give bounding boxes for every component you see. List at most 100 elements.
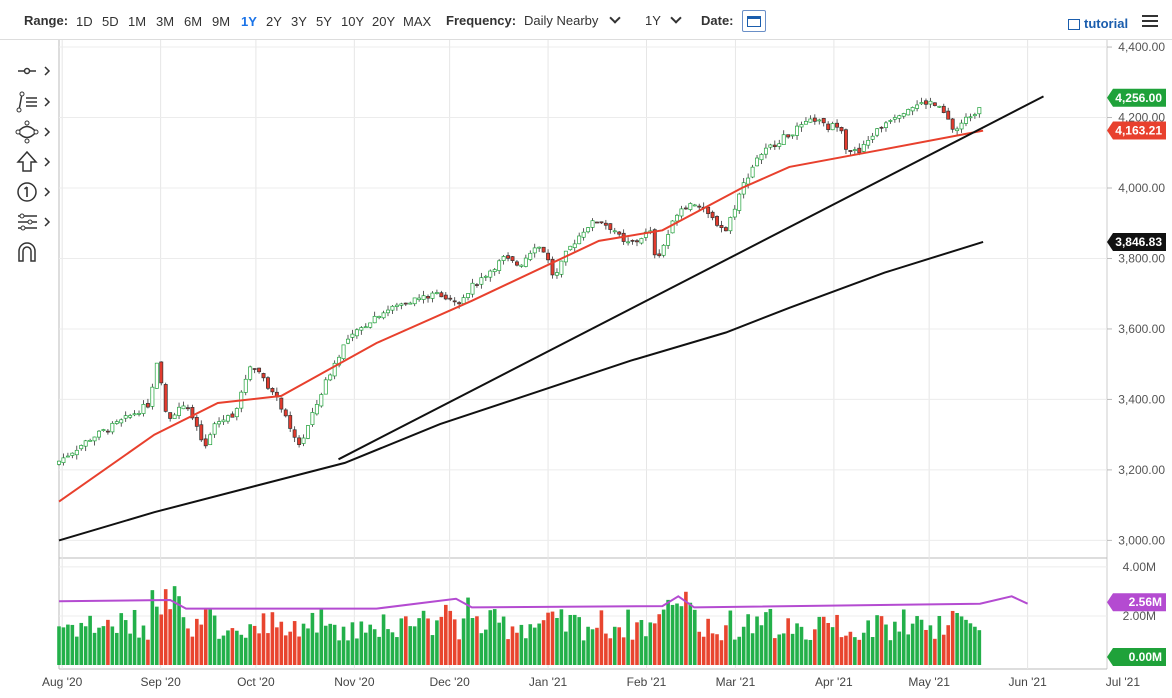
volume-bar: [328, 623, 333, 665]
volume-bar: [315, 632, 319, 665]
volume-bar: [128, 633, 132, 665]
volume-bar: [928, 625, 933, 665]
range-5d-button[interactable]: 5D: [102, 14, 119, 29]
volume-bar: [626, 609, 630, 665]
volume-bar: [217, 638, 221, 665]
shape-icon: [15, 120, 51, 144]
volume-bar: [439, 616, 444, 665]
calendar-icon[interactable]: [742, 10, 766, 32]
price-tick-label: 3,400.00: [1118, 392, 1165, 406]
range-3m-button[interactable]: 3M: [156, 14, 175, 29]
volume-bar: [368, 624, 373, 665]
range-20y-button[interactable]: 20Y: [372, 14, 396, 29]
range-10y-button[interactable]: 10Y: [341, 14, 365, 29]
candle-body: [350, 333, 355, 338]
candle-body: [239, 391, 244, 409]
range-3y-button[interactable]: 3Y: [291, 14, 307, 29]
volume-bar: [915, 616, 919, 665]
candle-body: [599, 221, 604, 224]
range-6m-button[interactable]: 6M: [184, 14, 203, 29]
candle-body: [403, 302, 408, 305]
candle-body: [812, 117, 817, 122]
candle-body: [946, 110, 951, 120]
range-1m-button[interactable]: 1M: [128, 14, 147, 29]
candle-body: [497, 260, 502, 271]
period-chevron-icon[interactable]: [670, 12, 682, 24]
volume-bar: [764, 612, 768, 665]
volume-bar: [221, 635, 226, 665]
candle-body: [332, 362, 337, 377]
candle-body: [145, 402, 150, 408]
candle-body: [861, 143, 866, 152]
range-2y-button[interactable]: 2Y: [266, 14, 282, 29]
candle-body: [786, 134, 791, 138]
candle-body: [746, 177, 751, 185]
volume-bar: [564, 631, 568, 665]
menu-icon[interactable]: [1142, 15, 1158, 27]
volume-bar: [488, 610, 493, 665]
circled-one-icon: [17, 182, 51, 202]
volume-bar: [959, 616, 964, 665]
tutorial-link[interactable]: tutorial: [1084, 16, 1129, 31]
magnet-tool[interactable]: [14, 240, 54, 266]
candle-body: [692, 204, 697, 207]
candle-body: [541, 246, 546, 253]
volume-bar: [893, 621, 897, 665]
volume-bar: [270, 612, 275, 665]
candle-body: [661, 244, 666, 256]
candle-body: [288, 415, 293, 429]
counter-tool[interactable]: [14, 180, 54, 206]
volume-bar: [417, 618, 421, 665]
range-1y-button[interactable]: 1Y: [241, 14, 257, 29]
candle-body: [719, 225, 724, 229]
candle-body: [652, 229, 657, 256]
volume-bar: [968, 623, 973, 665]
volume-bar: [817, 616, 822, 665]
candle-body: [386, 309, 390, 314]
volume-bar: [630, 639, 635, 665]
frequency-chevron-icon[interactable]: [609, 12, 621, 24]
volume-tick-label: 2.00M: [1123, 609, 1156, 623]
range-1d-button[interactable]: 1D: [76, 14, 93, 29]
candle-body: [608, 223, 613, 230]
price-tick-label: 4,000.00: [1118, 181, 1165, 195]
range-5y-button[interactable]: 5Y: [316, 14, 332, 29]
volume-bar: [577, 617, 581, 665]
candle-body: [492, 269, 497, 273]
volume-bar: [706, 618, 710, 665]
volume-bar: [399, 618, 404, 665]
candle-body: [830, 123, 835, 131]
period-select[interactable]: 1Y: [645, 13, 661, 28]
indicator-tool[interactable]: [14, 210, 54, 236]
trend-line-tool[interactable]: [14, 90, 54, 116]
arrow-tool[interactable]: [14, 150, 54, 176]
candle-body: [897, 115, 902, 119]
range-max-button[interactable]: MAX: [403, 14, 432, 29]
candle-body: [79, 445, 84, 450]
volume-bar: [230, 628, 235, 665]
volume-bar: [381, 614, 386, 665]
candle-body: [821, 117, 826, 124]
volume-bar: [208, 609, 212, 665]
candle-body: [844, 129, 848, 150]
candle-body: [412, 297, 417, 305]
volume-bar: [555, 617, 559, 665]
candle-body: [457, 302, 462, 305]
candle-body: [950, 118, 955, 130]
candle-body: [741, 182, 746, 195]
volume-bar: [879, 616, 884, 665]
candle-body: [803, 121, 808, 125]
volume-bar: [292, 621, 297, 665]
volume-bar: [666, 599, 670, 665]
crosshair-tool[interactable]: [14, 60, 54, 86]
shape-tool[interactable]: [14, 120, 54, 146]
volume-bar: [848, 631, 853, 665]
range-9m-button[interactable]: 9M: [212, 14, 231, 29]
volume-bar: [519, 624, 524, 665]
candle-body: [648, 230, 653, 233]
frequency-select[interactable]: Daily Nearby: [524, 13, 599, 28]
candle-body: [581, 231, 586, 238]
volume-bar: [528, 624, 533, 665]
candle-body: [399, 303, 404, 306]
candle-body: [670, 220, 675, 234]
